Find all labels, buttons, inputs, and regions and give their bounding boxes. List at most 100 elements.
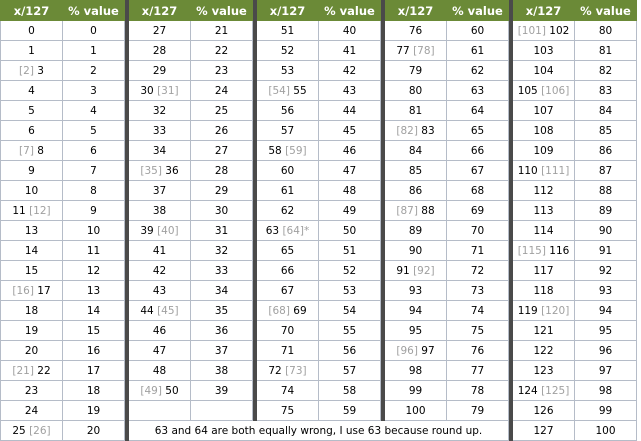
table-row: [21] 22 17 48 38 72 [73] 57 98 77 123 97: [0, 360, 637, 381]
percent-value: 76: [470, 344, 485, 357]
x-value: 98: [408, 364, 423, 377]
table-row: 10 8 37 29 61 48 86 68 112 88: [0, 180, 637, 201]
table-row: [16] 17 13 43 34 67 53 93 73 118 93: [0, 280, 637, 301]
x-value-cell: 48: [128, 360, 191, 381]
x-value: 43: [152, 284, 167, 297]
x-value-cell: 39 [40]: [128, 220, 191, 241]
x-value-cell: 58 [59]: [256, 140, 319, 161]
percent-value: 49: [342, 204, 357, 217]
x-value-cell: 63 [64]*: [256, 220, 319, 241]
x-value-cell: 0: [0, 20, 63, 41]
percent-value-cell: 48: [318, 180, 381, 201]
x-value: 84: [408, 144, 423, 157]
header-x-127: x/127: [512, 0, 575, 21]
table-row: 24 19 75 59 100 79 126 99: [0, 400, 637, 421]
percent-value-cell: 4: [62, 100, 125, 121]
table-row: 15 12 42 33 66 52 91 [92] 72 117 92: [0, 260, 637, 281]
table-row: [7] 8 6 34 27 58 [59] 46 84 66 109 86: [0, 140, 637, 161]
percent-value: 37: [214, 344, 229, 357]
percent-value: 27: [214, 144, 229, 157]
x-value: 80: [408, 84, 423, 97]
percent-value-cell: 79: [446, 400, 509, 421]
x-value: 60: [280, 164, 295, 177]
percent-value: 60: [470, 24, 485, 37]
x-value: 24: [24, 404, 39, 417]
x-value-cell: 18: [0, 300, 63, 321]
percent-value: 55: [342, 324, 357, 337]
x-value-cell: 66: [256, 260, 319, 281]
percent-value: 83: [598, 84, 613, 97]
percent-value: 30: [214, 204, 229, 217]
x-value-cell: 100: [384, 400, 447, 421]
percent-value: 94: [598, 304, 613, 317]
percent-value: 64: [470, 104, 485, 117]
x-value: 67: [280, 284, 295, 297]
x-value: 71: [280, 344, 295, 357]
x-value-cell: 28: [128, 40, 191, 61]
x-value: 121: [533, 324, 554, 337]
percent-value-cell: 30: [190, 200, 253, 221]
percent-value: 81: [598, 44, 613, 57]
x-value: 124: [517, 384, 538, 397]
x-value: 75: [280, 404, 295, 417]
percent-value: 2: [90, 64, 97, 77]
x-value: 118: [533, 284, 554, 297]
percent-value: 69: [470, 204, 485, 217]
percent-value-cell: 56: [318, 340, 381, 361]
percent-value: 39: [214, 384, 229, 397]
header-x-127: x/127: [0, 0, 63, 21]
x-value: 102: [549, 24, 570, 37]
x-value: 95: [408, 324, 423, 337]
x-value-cell: 5: [0, 100, 63, 121]
percent-value-cell: 82: [574, 60, 637, 81]
percent-value: 7: [90, 164, 97, 177]
table-row: 11 [12] 9 38 30 62 49 [87] 88 69 113 89: [0, 200, 637, 221]
x-value-cell: 104: [512, 60, 575, 81]
percent-value-cell: 1: [62, 40, 125, 61]
percent-value: 40: [342, 24, 357, 37]
percent-value-cell: 33: [190, 260, 253, 281]
x-value-cell: [128, 400, 191, 421]
x-value-cell: [87] 88: [384, 200, 447, 221]
percent-value-cell: 75: [446, 320, 509, 341]
x-value-cell: 99: [384, 380, 447, 401]
x-value: 85: [408, 164, 423, 177]
percent-value: 31: [214, 224, 229, 237]
percent-value-cell: 20: [62, 420, 125, 441]
percent-value: 26: [214, 124, 229, 137]
percent-value-cell: 73: [446, 280, 509, 301]
x-value: 13: [24, 224, 39, 237]
percent-value-cell: 72: [446, 260, 509, 281]
percent-value: 84: [598, 104, 613, 117]
table-row: 20 16 47 37 71 56 [96] 97 76 122 96: [0, 340, 637, 361]
percent-value: 54: [342, 304, 357, 317]
x-value-cell: [49] 50: [128, 380, 191, 401]
x-value-cell: 103: [512, 40, 575, 61]
x-value-cell: 52: [256, 40, 319, 61]
percent-value: 13: [86, 284, 101, 297]
percent-value-cell: 69: [446, 200, 509, 221]
percent-value: 46: [342, 144, 357, 157]
x-value-cell: 30 [31]: [128, 80, 191, 101]
x-value: 6: [28, 124, 35, 137]
alternate-value: [82]: [396, 124, 418, 137]
x-value-cell: 109: [512, 140, 575, 161]
x-value: 27: [152, 24, 167, 37]
x-value-cell: 10: [0, 180, 63, 201]
x-value: 22: [37, 364, 51, 377]
percent-value: 9: [90, 204, 97, 217]
percent-value: 45: [342, 124, 357, 137]
percent-value-cell: 64: [446, 100, 509, 121]
x-value: 79: [408, 64, 423, 77]
percent-value: 67: [470, 164, 485, 177]
x-value: 126: [533, 404, 554, 417]
percent-value-cell: 63: [446, 80, 509, 101]
x-value-cell: 98: [384, 360, 447, 381]
x-value-cell: [7] 8: [0, 140, 63, 161]
percent-value-cell: 54: [318, 300, 381, 321]
x-value: 81: [408, 104, 423, 117]
percent-value-cell: 92: [574, 260, 637, 281]
percent-value-cell: 17: [62, 360, 125, 381]
header-percent-value: % value: [62, 0, 125, 21]
